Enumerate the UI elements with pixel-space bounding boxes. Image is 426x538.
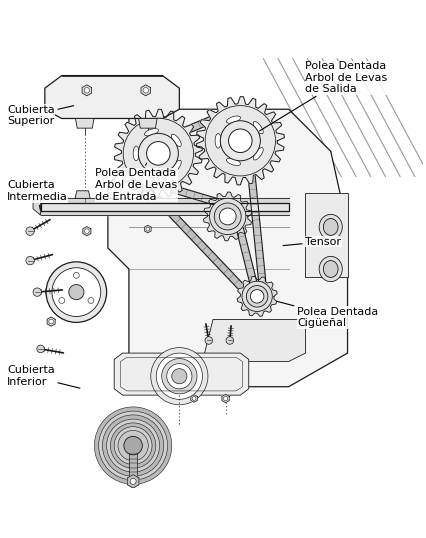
Circle shape xyxy=(226,337,233,344)
Polygon shape xyxy=(82,85,92,96)
Circle shape xyxy=(172,369,187,384)
Circle shape xyxy=(84,88,89,93)
Circle shape xyxy=(205,105,276,176)
Polygon shape xyxy=(183,115,216,134)
Circle shape xyxy=(219,208,236,225)
Polygon shape xyxy=(222,394,229,403)
Circle shape xyxy=(118,430,148,461)
Polygon shape xyxy=(122,162,245,291)
Circle shape xyxy=(147,141,170,165)
Text: Cubierta
Inferior: Cubierta Inferior xyxy=(7,365,80,388)
Circle shape xyxy=(146,227,150,231)
Ellipse shape xyxy=(215,133,221,148)
Polygon shape xyxy=(33,199,40,215)
Ellipse shape xyxy=(171,160,181,173)
Circle shape xyxy=(229,129,252,153)
Polygon shape xyxy=(83,226,91,236)
Circle shape xyxy=(250,289,264,303)
Circle shape xyxy=(123,118,193,188)
Circle shape xyxy=(49,319,53,324)
Circle shape xyxy=(130,478,136,484)
Text: Polea Dentada
Arbol de Levas
de Entrada: Polea Dentada Arbol de Levas de Entrada xyxy=(95,163,178,202)
Circle shape xyxy=(220,121,260,161)
Polygon shape xyxy=(40,203,289,211)
Ellipse shape xyxy=(144,171,158,178)
Circle shape xyxy=(138,133,178,173)
Circle shape xyxy=(106,419,160,472)
Circle shape xyxy=(162,358,197,394)
Circle shape xyxy=(143,88,149,93)
Polygon shape xyxy=(47,317,55,326)
Circle shape xyxy=(33,288,41,296)
Text: Polea Dentada
Cigüeñal: Polea Dentada Cigüeñal xyxy=(276,301,378,328)
Circle shape xyxy=(110,423,156,468)
Circle shape xyxy=(95,407,172,484)
Text: Tensor: Tensor xyxy=(283,237,342,246)
Polygon shape xyxy=(204,192,252,241)
Circle shape xyxy=(26,257,35,265)
Ellipse shape xyxy=(227,116,241,123)
Circle shape xyxy=(69,285,84,300)
Polygon shape xyxy=(108,109,348,387)
Circle shape xyxy=(151,348,208,405)
Circle shape xyxy=(114,427,152,464)
Polygon shape xyxy=(191,395,197,402)
Polygon shape xyxy=(114,109,202,197)
Polygon shape xyxy=(140,191,155,199)
Circle shape xyxy=(224,397,228,401)
Circle shape xyxy=(37,345,44,353)
Ellipse shape xyxy=(144,129,158,136)
Circle shape xyxy=(246,286,268,307)
Ellipse shape xyxy=(227,158,241,166)
Circle shape xyxy=(102,415,164,476)
Circle shape xyxy=(214,203,241,230)
Circle shape xyxy=(46,262,106,322)
Ellipse shape xyxy=(171,134,181,146)
Text: Cubierta
Intermedia: Cubierta Intermedia xyxy=(7,180,68,209)
Circle shape xyxy=(205,337,213,344)
Polygon shape xyxy=(236,228,257,286)
Ellipse shape xyxy=(253,147,263,160)
Polygon shape xyxy=(127,475,139,488)
Polygon shape xyxy=(75,191,90,199)
Polygon shape xyxy=(40,199,289,203)
Polygon shape xyxy=(144,225,151,233)
Circle shape xyxy=(167,364,192,389)
Polygon shape xyxy=(45,76,179,118)
Polygon shape xyxy=(305,193,348,278)
Polygon shape xyxy=(204,320,305,362)
Polygon shape xyxy=(237,277,277,316)
Circle shape xyxy=(73,272,79,278)
Circle shape xyxy=(242,281,272,312)
Circle shape xyxy=(88,298,94,303)
Ellipse shape xyxy=(319,214,342,239)
Bar xyxy=(130,445,137,482)
Polygon shape xyxy=(139,176,219,206)
Polygon shape xyxy=(114,353,249,395)
Circle shape xyxy=(192,397,196,400)
Text: Cubierta
Superior: Cubierta Superior xyxy=(7,105,74,126)
Circle shape xyxy=(124,436,142,455)
Ellipse shape xyxy=(133,146,139,161)
Polygon shape xyxy=(138,118,157,128)
Circle shape xyxy=(210,199,246,235)
Polygon shape xyxy=(141,85,150,96)
Polygon shape xyxy=(196,97,285,185)
Ellipse shape xyxy=(323,260,338,278)
Polygon shape xyxy=(40,211,289,215)
Circle shape xyxy=(52,268,101,316)
Circle shape xyxy=(156,353,202,399)
Circle shape xyxy=(84,229,89,233)
Ellipse shape xyxy=(323,218,338,235)
Polygon shape xyxy=(75,118,94,128)
Polygon shape xyxy=(248,174,266,281)
Text: Polea Dentada
Arbol de Levas
de Salida: Polea Dentada Arbol de Levas de Salida xyxy=(259,61,388,131)
Ellipse shape xyxy=(319,257,342,281)
Circle shape xyxy=(99,411,167,480)
Circle shape xyxy=(59,298,65,303)
Circle shape xyxy=(26,227,35,235)
Ellipse shape xyxy=(253,122,263,134)
